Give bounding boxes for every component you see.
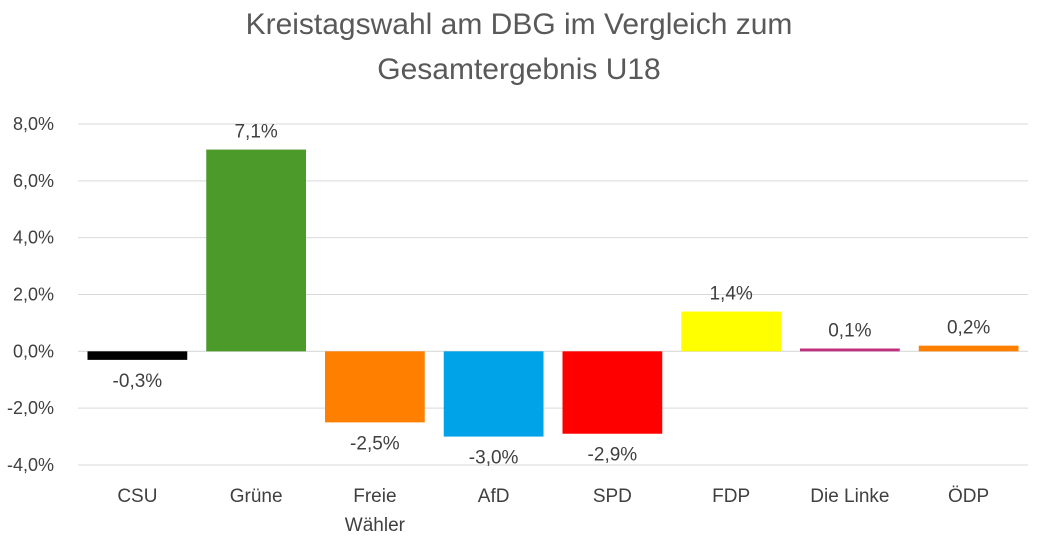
y-tick-label: 6,0%	[13, 171, 54, 191]
y-tick-label: -4,0%	[7, 455, 54, 475]
data-label: 7,1%	[234, 122, 277, 143]
data-label: 0,1%	[828, 320, 871, 341]
data-label: -0,3%	[113, 371, 163, 392]
x-axis-category-labels: CSU Grüne Freie Wähler AfD SPD FDP Die Linke ÖDP	[117, 486, 989, 536]
chart-title-line-2: Gesamtergebnis U18	[377, 53, 660, 86]
x-category-label: Die Linke	[810, 486, 889, 507]
bar	[800, 348, 900, 352]
data-labels: -0,3% 7,1% -2,5% -3,0% -2,9% 1,4% 0,1% 0,2%	[113, 122, 991, 469]
chart-title: Kreistagswahl am DBG im Vergleich zum Ge…	[246, 8, 793, 86]
y-tick-label: 0,0%	[13, 341, 54, 361]
bar	[325, 351, 425, 423]
x-category-label: AfD	[478, 486, 510, 507]
bar	[206, 149, 306, 352]
chart-title-line-1: Kreistagswahl am DBG im Vergleich zum	[246, 8, 793, 41]
data-label: 1,4%	[709, 284, 752, 305]
bar	[443, 351, 544, 437]
x-category-label: Grüne	[230, 486, 283, 507]
bars	[87, 149, 1019, 437]
x-category-label: Freie	[353, 486, 396, 507]
y-tick-label: -2,0%	[7, 398, 54, 418]
data-label: -2,9%	[588, 445, 638, 466]
y-tick-label: 2,0%	[13, 285, 54, 305]
y-tick-label: 4,0%	[13, 228, 54, 248]
bar	[681, 311, 781, 352]
x-category-label: CSU	[117, 486, 157, 507]
data-label: -3,0%	[469, 448, 519, 469]
data-label: -2,5%	[350, 433, 400, 454]
x-category-label: Wähler	[345, 515, 406, 536]
x-category-label: SPD	[593, 486, 632, 507]
y-tick-label: 8,0%	[13, 114, 54, 134]
bar	[87, 351, 188, 360]
x-category-label: ÖDP	[948, 486, 989, 507]
bar	[562, 351, 663, 434]
data-label: 0,2%	[947, 318, 990, 339]
x-category-label: FDP	[712, 486, 750, 507]
y-axis-tick-labels: -4,0% -2,0% 0,0% 2,0% 4,0% 6,0% 8,0%	[7, 114, 54, 475]
bar	[918, 345, 1019, 352]
